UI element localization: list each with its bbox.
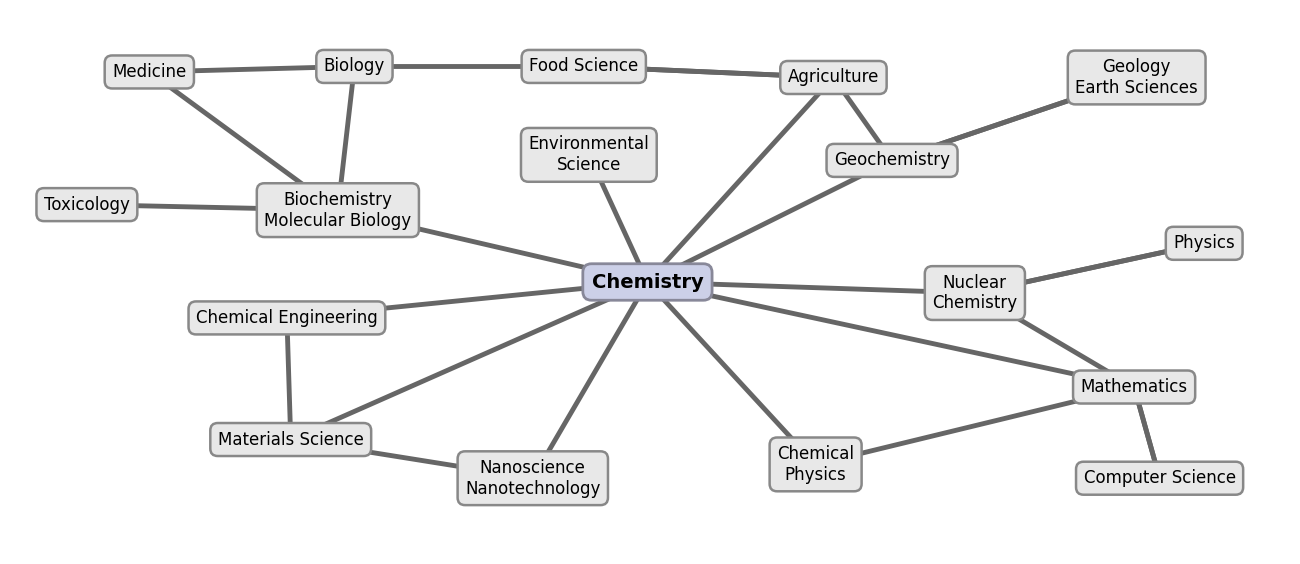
Text: Nanoscience
Nanotechnology: Nanoscience Nanotechnology [465,459,601,497]
Text: Chemical
Physics: Chemical Physics [777,445,854,484]
Text: Chemical Engineering: Chemical Engineering [196,309,378,327]
Text: Materials Science: Materials Science [218,430,364,448]
Text: Chemistry: Chemistry [592,272,703,292]
Text: Toxicology: Toxicology [44,196,130,214]
Text: Geology
Earth Sciences: Geology Earth Sciences [1075,58,1199,97]
Text: Geochemistry: Geochemistry [835,151,950,169]
Text: Food Science: Food Science [529,58,638,76]
Text: Computer Science: Computer Science [1083,469,1236,487]
Text: Nuclear
Chemistry: Nuclear Chemistry [932,274,1018,312]
Text: Biology: Biology [324,58,385,76]
Text: Mathematics: Mathematics [1080,378,1188,396]
Text: Physics: Physics [1174,234,1235,252]
Text: Medicine: Medicine [112,63,186,81]
Text: Environmental
Science: Environmental Science [529,135,649,174]
Text: Agriculture: Agriculture [788,68,879,86]
Text: Biochemistry
Molecular Biology: Biochemistry Molecular Biology [264,191,411,230]
